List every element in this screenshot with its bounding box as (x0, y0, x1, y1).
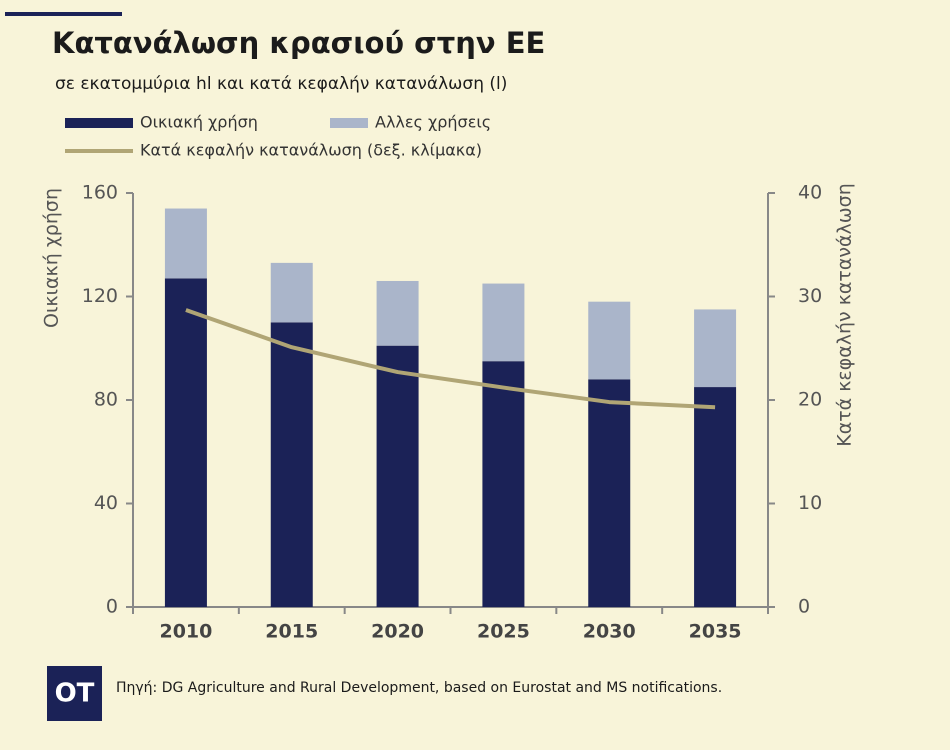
legend-swatch (330, 118, 368, 128)
legend-label: Αλλες χρήσεις (375, 113, 491, 132)
y2-tick-label: 40 (798, 182, 822, 204)
y-tick-label: 160 (82, 182, 118, 204)
bar (482, 283, 525, 362)
y2-tick-label: 30 (798, 285, 822, 307)
y2-tick-label: 10 (798, 492, 822, 514)
bar (694, 387, 737, 607)
x-tick-label: 2035 (689, 621, 742, 643)
chart-subtitle: σε εκατομμύρια hl και κατά κεφαλήν καταν… (55, 74, 507, 94)
y2-axis-title: Κατά κεφαλήν κατανάλωση (834, 183, 856, 447)
bar (694, 309, 737, 388)
y2-tick-label: 20 (798, 389, 822, 411)
legend-label: Οικιακή χρήση (140, 113, 258, 132)
bar (376, 345, 419, 607)
x-tick-label: 2020 (371, 621, 424, 643)
bar (588, 379, 631, 607)
bar (588, 301, 631, 380)
top-rule (5, 12, 122, 16)
x-tick-label: 2015 (265, 621, 318, 643)
x-tick-label: 2030 (583, 621, 636, 643)
y-tick-label: 120 (82, 285, 118, 307)
logo: OT (55, 679, 95, 709)
bar (376, 280, 419, 346)
y-tick-label: 40 (94, 492, 118, 514)
chart-title: Κατανάλωση κρασιού στην ΕΕ (52, 26, 545, 60)
legend-swatch (65, 118, 133, 128)
y2-tick-label: 0 (798, 596, 810, 618)
bar (164, 278, 207, 607)
logo-box (47, 666, 102, 721)
y-tick-label: 0 (106, 596, 118, 618)
source: Πηγή: DG Agriculture and Rural Developme… (116, 680, 722, 696)
bar (482, 361, 525, 607)
bar (270, 322, 313, 607)
x-tick-label: 2025 (477, 621, 530, 643)
legend-label: Κατά κεφαλήν κατανάλωση (δεξ. κλίμακα) (140, 141, 482, 160)
line-series (185, 308, 716, 410)
x-tick-label: 2010 (159, 621, 212, 643)
y-tick-label: 80 (94, 389, 118, 411)
bar (270, 262, 313, 323)
y-axis-title: Οικιακή χρήση (41, 188, 63, 328)
bar (164, 208, 207, 279)
